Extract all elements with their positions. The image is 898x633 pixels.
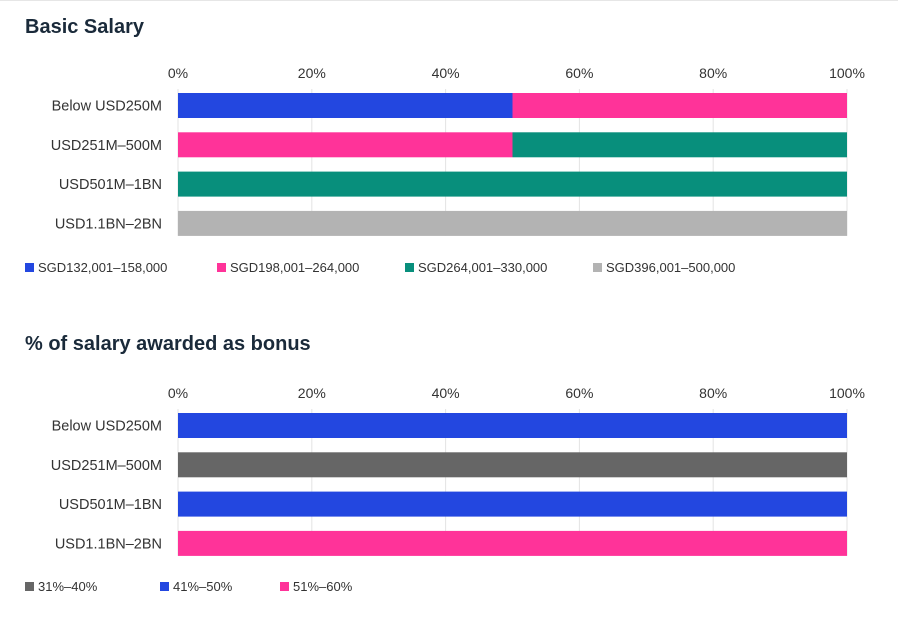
legend-item: SGD132,001–158,000	[25, 260, 197, 275]
chart-title: Basic Salary	[25, 16, 144, 38]
category-label: USD251M–500M	[51, 458, 162, 474]
legend-label: SGD132,001–158,000	[38, 260, 168, 275]
legend-item: 31%–40%	[25, 579, 160, 594]
legend-item: 41%–50%	[160, 579, 280, 594]
category-label: USD1.1BN–2BN	[55, 216, 162, 232]
legend-label: 41%–50%	[173, 579, 233, 594]
bonus-chart: % of salary awarded as bonus 0% 20% 40% 60%…	[0, 333, 898, 633]
bar-segment	[178, 171, 847, 197]
legend-label: SGD264,001–330,000	[418, 260, 548, 275]
x-tick-label: 80%	[699, 65, 727, 81]
legend-swatch	[217, 263, 226, 272]
legend: 31%–40% 41%–50% 51%–60%	[25, 579, 400, 594]
legend-item: SGD264,001–330,000	[405, 260, 573, 275]
bar-segment	[178, 413, 847, 438]
category-label: USD501M–1BN	[59, 177, 162, 193]
legend-label: 31%–40%	[38, 579, 98, 594]
legend-label: 51%–60%	[293, 579, 353, 594]
legend-item: 51%–60%	[280, 579, 400, 594]
bar-segment	[512, 132, 847, 158]
legend-swatch	[160, 582, 169, 591]
legend-label: SGD396,001–500,000	[606, 260, 736, 275]
x-tick-label: 80%	[699, 385, 727, 401]
x-tick-label: 40%	[432, 65, 460, 81]
legend-label: SGD198,001–264,000	[230, 260, 360, 275]
legend-swatch	[280, 582, 289, 591]
legend-swatch	[25, 582, 34, 591]
x-tick-label: 40%	[432, 385, 460, 401]
bar-segment	[178, 132, 513, 158]
legend-item: SGD396,001–500,000	[593, 260, 753, 275]
x-tick-label: 20%	[298, 65, 326, 81]
basic-salary-chart: Basic Salary 0% 20% 40% 60% 80% 100% Below USD…	[0, 16, 898, 316]
legend-swatch	[593, 263, 602, 272]
bar-segment	[178, 210, 847, 236]
x-tick-label: 20%	[298, 385, 326, 401]
category-label: Below USD250M	[52, 419, 162, 435]
top-divider	[0, 0, 898, 1]
bar-segment	[178, 93, 513, 118]
bar-segment	[178, 491, 847, 517]
legend-swatch	[25, 263, 34, 272]
x-tick-label: 0%	[168, 65, 188, 81]
x-tick-label: 60%	[565, 385, 593, 401]
bar-segment	[178, 452, 847, 478]
x-tick-label: 60%	[565, 65, 593, 81]
basic-salary-plot: 0% 20% 40% 60% 80% 100% Below USD250M USD251M–5…	[51, 65, 865, 236]
x-tick-label: 100%	[829, 385, 865, 401]
x-tick-label: 0%	[168, 385, 188, 401]
chart-title: % of salary awarded as bonus	[25, 333, 311, 355]
bar-segment	[512, 93, 847, 118]
legend-item: SGD198,001–264,000	[217, 260, 385, 275]
category-label: Below USD250M	[52, 99, 162, 115]
category-label: USD1.1BN–2BN	[55, 536, 162, 552]
legend-swatch	[405, 263, 414, 272]
x-tick-label: 100%	[829, 65, 865, 81]
bonus-plot: 0% 20% 40% 60% 80% 100% Below USD250M USD251M–5…	[51, 385, 865, 556]
bar-segment	[178, 530, 847, 556]
legend: SGD132,001–158,000 SGD198,001–264,000 SGD2…	[25, 260, 773, 275]
category-label: USD251M–500M	[51, 138, 162, 154]
category-label: USD501M–1BN	[59, 497, 162, 513]
